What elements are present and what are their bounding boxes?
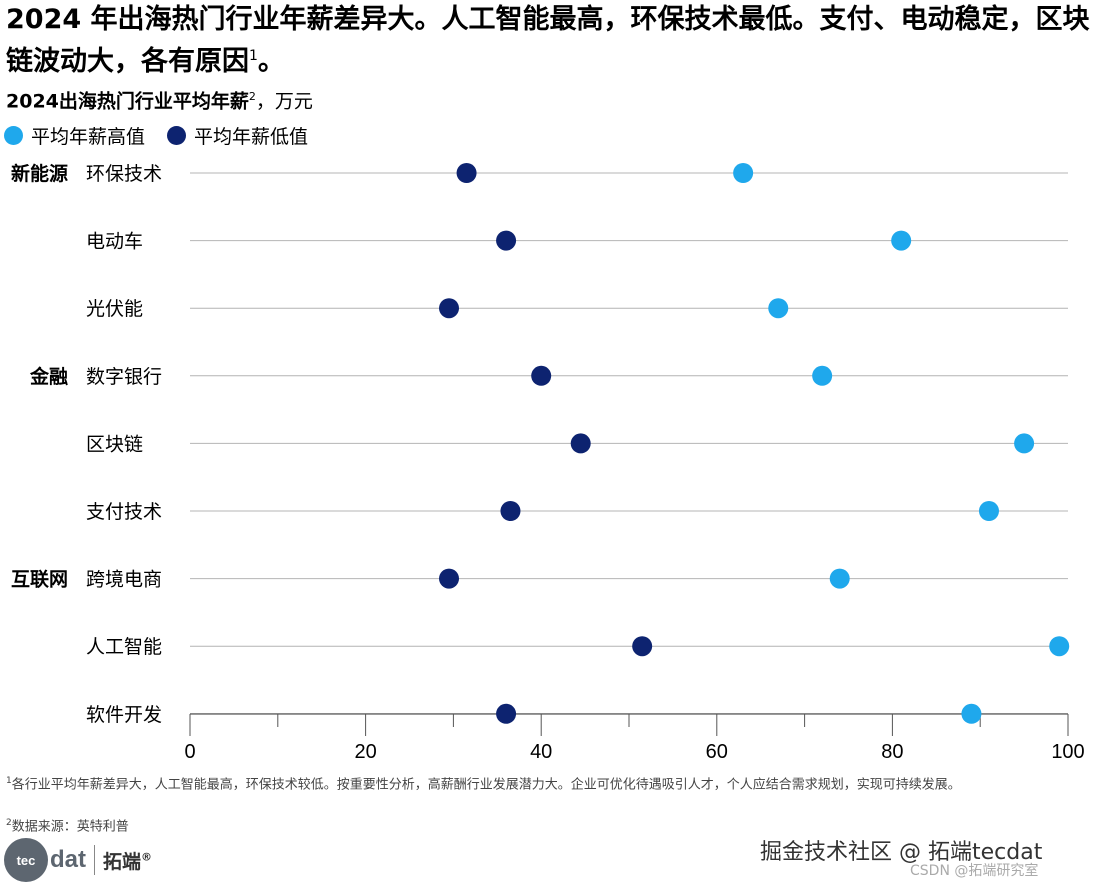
legend-high-marker	[4, 126, 23, 145]
high-dot-2	[891, 230, 912, 251]
high-dot-5	[1014, 433, 1035, 454]
logo-circle: tec	[4, 838, 48, 882]
watermark-juejin: 掘金技术社区 @ 拓端tecdat	[760, 840, 1043, 865]
x-tick-label-20: 20	[354, 741, 376, 763]
chart-title-text: 2024 年出海热门行业年薪差异大。人工智能最高，环保技术最低。支付、电动稳定，…	[6, 4, 1090, 77]
footnote-2: 2数据来源：英特利普	[6, 815, 129, 835]
footnote-1: 1各行业平均年薪差异大，人工智能最高，环保技术较低。按重要性分析，高薪酬行业发展…	[6, 773, 1091, 793]
footnote-1-text: 各行业平均年薪差异大，人工智能最高，环保技术较低。按重要性分析，高薪酬行业发展潜…	[11, 777, 961, 793]
x-tick-label-40: 40	[530, 741, 552, 763]
category-label-6: 支付技术	[86, 501, 162, 523]
low-dot-7	[439, 568, 460, 589]
category-label-7: 跨境电商	[86, 569, 162, 591]
legend-high-label: 平均年薪高值	[31, 126, 146, 148]
footnote-2-mark: 2	[6, 818, 12, 828]
high-dot-3	[768, 298, 789, 319]
low-dot-2	[496, 230, 517, 251]
subtitle-footnote-mark: 2	[248, 90, 256, 103]
chart-title-end: 。	[257, 46, 285, 77]
subtitle-main: 2024出海热门行业平均年薪	[6, 90, 249, 113]
x-tick-label-80: 80	[881, 741, 903, 763]
chart-subtitle: 2024出海热门行业平均年薪2，万元	[6, 84, 313, 114]
category-label-8: 人工智能	[86, 636, 162, 658]
high-dot-1	[733, 163, 754, 183]
group-label-1: 新能源	[11, 162, 68, 185]
footnote-1-mark: 1	[6, 776, 12, 786]
category-label-3: 光伏能	[86, 298, 143, 320]
category-label-1: 环保技术	[86, 163, 162, 185]
dot-plot-chart: 0 20 40 60 80 100 环保技术电动车光伏能数字银行区块链支付技术跨境电商人工智…	[11, 162, 1085, 763]
group-label-2: 金融	[29, 365, 68, 388]
logo-registered-mark: ®	[141, 850, 153, 864]
category-label-4: 数字银行	[86, 366, 162, 388]
tecdat-logo: tec dat 拓端®	[4, 838, 152, 882]
high-dot-4	[812, 365, 833, 386]
legend-low-label: 平均年薪低值	[194, 126, 309, 148]
category-label-9: 软件开发	[86, 704, 162, 726]
high-dot-7	[829, 568, 850, 589]
x-tick-label-60: 60	[706, 741, 728, 763]
subtitle-unit: ，万元	[255, 90, 313, 113]
low-dot-9	[496, 703, 517, 724]
high-dot-9	[961, 703, 982, 724]
low-dot-3	[439, 298, 460, 319]
low-dot-5	[570, 433, 591, 454]
high-dot-6	[978, 501, 999, 521]
low-dot-4	[531, 365, 552, 386]
logo-word: dat	[50, 846, 86, 873]
low-dot-8	[632, 636, 653, 657]
legend-low-marker	[167, 126, 187, 145]
category-label-2: 电动车	[86, 231, 143, 253]
low-dot-1	[456, 163, 477, 183]
x-tick-label-100: 100	[1051, 741, 1084, 763]
legend-item-high: 平均年薪高值	[4, 122, 145, 149]
logo-chinese-text: 拓端	[103, 850, 142, 873]
footnote-2-text: 数据来源：英特利普	[11, 819, 129, 835]
chart-title-footnote-mark: 1	[249, 48, 258, 64]
legend: 平均年薪高值 平均年薪低值	[4, 122, 330, 149]
category-label-5: 区块链	[86, 433, 143, 455]
logo-divider	[94, 845, 95, 875]
watermark-csdn: CSDN @拓端研究室	[910, 863, 1039, 879]
low-dot-6	[500, 501, 521, 521]
high-dot-8	[1049, 636, 1070, 657]
legend-item-low: 平均年薪低值	[167, 122, 308, 149]
x-tick-label-0: 0	[184, 741, 195, 763]
group-label-3: 互联网	[11, 569, 68, 591]
chart-title: 2024 年出海热门行业年薪差异大。人工智能最高，环保技术最低。支付、电动稳定，…	[6, 2, 1094, 80]
logo-chinese: 拓端®	[103, 847, 152, 874]
